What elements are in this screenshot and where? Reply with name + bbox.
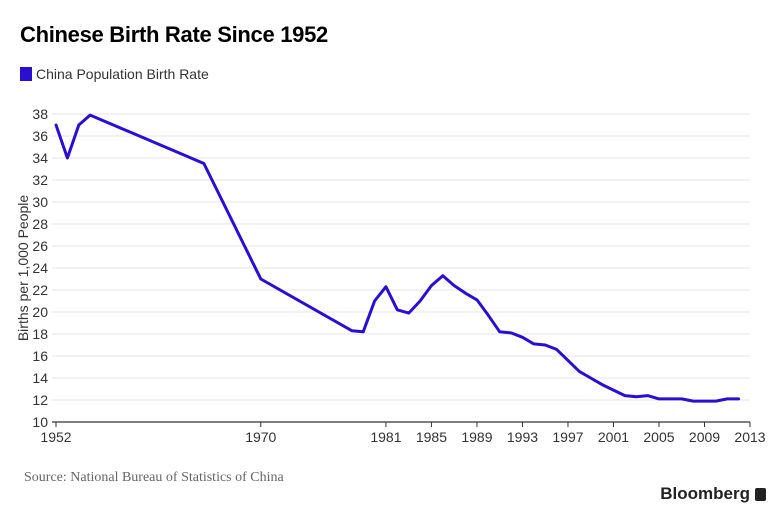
- y-tick-label: 32: [32, 172, 48, 188]
- y-tick-label: 38: [32, 106, 48, 122]
- y-tick-label: 22: [32, 282, 48, 298]
- x-tick-label: 2001: [598, 429, 629, 445]
- chart-title: Chinese Birth Rate Since 1952: [20, 22, 328, 47]
- source-note: Source: National Bureau of Statistics of…: [24, 470, 284, 485]
- x-tick-label: 1989: [461, 429, 492, 445]
- brand-name: Bloomberg: [660, 484, 750, 503]
- series-layer: [54, 113, 741, 403]
- brand-mark-icon: [755, 487, 766, 501]
- y-tick-label: 18: [32, 326, 48, 342]
- y-tick-label: 36: [32, 128, 48, 144]
- grid-layer: [52, 113, 750, 423]
- y-axis-label: Births per 1,000 People: [15, 195, 31, 342]
- y-tick-label: 30: [32, 194, 48, 210]
- x-tick-label: 1997: [552, 429, 583, 445]
- x-tick-label: 2009: [689, 429, 720, 445]
- y-tick-label: 26: [32, 238, 48, 254]
- x-tick-label: 1985: [416, 429, 447, 445]
- x-tick-label: 2013: [734, 429, 765, 445]
- legend-label: China Population Birth Rate: [36, 66, 209, 82]
- y-tick-label: 12: [32, 392, 48, 408]
- y-tick-label: 16: [32, 348, 48, 364]
- x-tick-label: 1970: [245, 429, 276, 445]
- y-tick-label: 28: [32, 216, 48, 232]
- y-tick-label: 10: [32, 414, 48, 430]
- y-tick-label: 24: [32, 260, 48, 276]
- legend-swatch: [20, 67, 32, 81]
- series-line: [54, 113, 741, 403]
- y-tick-label: 14: [32, 370, 48, 386]
- axis-layer: 10 12 14 16 18 20 22 24 26 28 30 32 34 36 38 1952 1970 19…: [15, 106, 766, 445]
- x-tick-label: 1993: [507, 429, 538, 445]
- x-tick-label: 2005: [643, 429, 674, 445]
- y-tick-label: 34: [32, 150, 48, 166]
- y-tick-label: 20: [32, 304, 48, 320]
- x-tick-label: 1952: [40, 429, 71, 445]
- brand-logo: Bloomberg: [660, 484, 766, 504]
- x-tick-label: 1981: [370, 429, 401, 445]
- legend: China Population Birth Rate: [20, 64, 209, 84]
